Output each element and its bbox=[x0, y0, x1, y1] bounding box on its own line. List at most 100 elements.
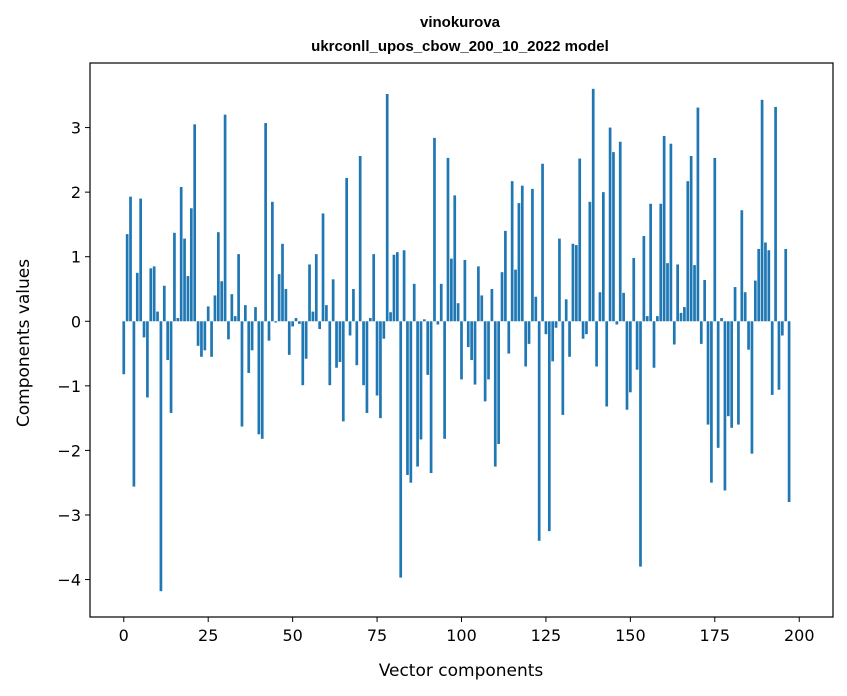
bar-86 bbox=[412, 283, 416, 322]
bar-71 bbox=[362, 321, 365, 386]
y-tick-label: −3 bbox=[57, 506, 81, 525]
bar-39 bbox=[254, 307, 257, 322]
y-tick-label: 0 bbox=[71, 312, 81, 331]
bar-164 bbox=[676, 264, 679, 322]
bar-78 bbox=[385, 93, 389, 322]
y-tick-label: 3 bbox=[71, 119, 81, 138]
bar-90 bbox=[426, 321, 430, 375]
bar-79 bbox=[389, 312, 392, 322]
bar-62 bbox=[331, 279, 335, 322]
bar-3 bbox=[132, 321, 136, 487]
bar-55 bbox=[308, 264, 311, 322]
bar-115 bbox=[510, 181, 514, 322]
bar-57 bbox=[314, 254, 318, 322]
bar-7 bbox=[146, 321, 149, 398]
bar-136 bbox=[581, 321, 585, 339]
bar-50 bbox=[291, 321, 294, 327]
bar-45 bbox=[274, 321, 278, 323]
bar-18 bbox=[183, 238, 186, 322]
y-tick-label: 2 bbox=[71, 183, 81, 202]
bar-30 bbox=[223, 114, 227, 322]
bar-176 bbox=[716, 321, 720, 448]
bar-34 bbox=[237, 254, 240, 322]
bar-67 bbox=[348, 321, 352, 336]
bar-24 bbox=[203, 321, 207, 351]
bar-73 bbox=[368, 318, 372, 322]
bar-159 bbox=[659, 203, 663, 322]
bar-96 bbox=[446, 157, 450, 322]
bar-130 bbox=[561, 321, 565, 415]
bar-6 bbox=[142, 321, 146, 338]
bar-154 bbox=[642, 236, 646, 322]
x-tick-label: 50 bbox=[282, 626, 302, 645]
bar-125 bbox=[544, 321, 548, 335]
bar-5 bbox=[139, 198, 143, 322]
bar-108 bbox=[487, 321, 490, 380]
bar-123 bbox=[537, 321, 541, 541]
bar-114 bbox=[507, 321, 511, 354]
bar-162 bbox=[669, 143, 673, 322]
bar-9 bbox=[152, 266, 156, 322]
bar-88 bbox=[419, 321, 423, 440]
bar-84 bbox=[406, 321, 409, 475]
x-tick-label: 125 bbox=[531, 626, 562, 645]
bar-140 bbox=[595, 321, 598, 367]
bar-110 bbox=[493, 321, 497, 467]
x-tick-label: 75 bbox=[367, 626, 387, 645]
bar-134 bbox=[574, 245, 578, 322]
bar-53 bbox=[301, 321, 305, 386]
bar-170 bbox=[696, 107, 700, 322]
bar-27 bbox=[213, 295, 217, 322]
bar-85 bbox=[409, 321, 413, 483]
bar-137 bbox=[585, 321, 588, 335]
bar-13 bbox=[166, 321, 170, 361]
bar-160 bbox=[662, 135, 666, 322]
bar-17 bbox=[179, 186, 183, 322]
bar-184 bbox=[743, 292, 747, 322]
bar-12 bbox=[162, 285, 166, 322]
bar-95 bbox=[443, 321, 446, 439]
bar-70 bbox=[358, 155, 362, 322]
bar-75 bbox=[375, 321, 379, 396]
bar-76 bbox=[379, 321, 382, 419]
bar-165 bbox=[679, 312, 683, 322]
bar-196 bbox=[784, 248, 788, 322]
bar-133 bbox=[571, 243, 575, 322]
bar-151 bbox=[632, 258, 636, 322]
bar-195 bbox=[780, 321, 784, 336]
bar-16 bbox=[176, 318, 180, 322]
bar-series bbox=[122, 88, 791, 592]
bar-132 bbox=[568, 321, 571, 357]
bar-148 bbox=[622, 292, 625, 322]
bar-94 bbox=[439, 283, 443, 322]
bar-2 bbox=[129, 196, 132, 322]
x-tick-label: 100 bbox=[446, 626, 477, 645]
bar-100 bbox=[460, 321, 463, 380]
bar-180 bbox=[730, 321, 734, 428]
bar-126 bbox=[547, 321, 551, 532]
bar-15 bbox=[173, 232, 176, 322]
bar-120 bbox=[527, 321, 531, 344]
bar-51 bbox=[294, 318, 298, 322]
bar-20 bbox=[189, 208, 193, 322]
bar-168 bbox=[689, 155, 693, 322]
bar-60 bbox=[325, 305, 328, 322]
bar-129 bbox=[558, 238, 561, 322]
bar-111 bbox=[497, 321, 500, 444]
bar-121 bbox=[531, 188, 534, 322]
bar-128 bbox=[554, 321, 558, 328]
bar-177 bbox=[720, 318, 723, 322]
bar-101 bbox=[463, 259, 467, 322]
bar-65 bbox=[341, 321, 345, 422]
bar-158 bbox=[656, 316, 659, 322]
bar-166 bbox=[683, 307, 686, 322]
bar-97 bbox=[450, 258, 453, 322]
bar-28 bbox=[216, 232, 220, 322]
bar-171 bbox=[699, 321, 703, 344]
bar-59 bbox=[321, 213, 325, 322]
bar-23 bbox=[200, 321, 203, 357]
bar-87 bbox=[416, 321, 419, 467]
bar-46 bbox=[277, 274, 281, 322]
